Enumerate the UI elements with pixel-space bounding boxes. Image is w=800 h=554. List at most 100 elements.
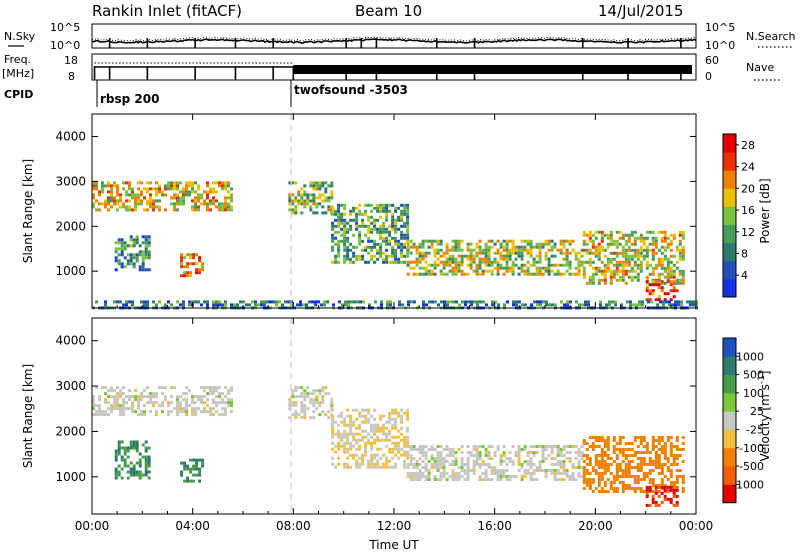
echo-cell: [663, 281, 667, 285]
echo-cell: [415, 475, 419, 478]
echo-cell: [451, 451, 455, 454]
echo-cell: [385, 248, 389, 252]
echo-cell: [657, 272, 661, 276]
echo-cell: [588, 278, 592, 282]
echo-cell: [672, 454, 676, 457]
echo-cell: [496, 448, 500, 451]
echo-cell: [206, 208, 209, 212]
echo-cell: [467, 300, 470, 304]
echo-cell: [630, 269, 634, 273]
echo-cell: [597, 269, 601, 273]
echo-cell: [370, 456, 374, 460]
echo-cell: [406, 408, 410, 412]
echo-cell: [603, 263, 607, 267]
echo-cell: [385, 218, 389, 222]
echo-cell: [138, 244, 142, 248]
echo-cell: [427, 272, 431, 276]
echo-cell: [657, 439, 661, 442]
echo-cell: [606, 233, 610, 237]
echo-cell: [343, 254, 347, 258]
echo-cell: [559, 463, 563, 466]
echo-cell: [349, 465, 353, 469]
echo-cell: [224, 303, 227, 307]
echo-cell: [585, 248, 589, 252]
echo-cell: [173, 187, 176, 191]
echo-cell: [424, 454, 428, 457]
echo-cell: [391, 212, 395, 216]
echo-cell: [457, 239, 461, 243]
echo-cell: [630, 230, 634, 234]
echo-cell: [505, 257, 509, 261]
echo-cell: [331, 236, 335, 240]
echo-cell: [155, 181, 158, 185]
echo-cell: [648, 242, 652, 246]
echo-cell: [370, 203, 374, 207]
echo-cell: [185, 410, 188, 414]
echo-cell: [364, 224, 368, 228]
echo-cell: [227, 190, 230, 194]
echo-cell: [294, 181, 298, 185]
echo-cell: [433, 266, 437, 270]
echo-cell: [654, 239, 658, 243]
echo-cell: [430, 466, 434, 469]
echo-cell: [146, 395, 149, 399]
echo-cell: [192, 467, 196, 471]
echo-cell: [122, 303, 125, 307]
echo-cell: [436, 251, 440, 255]
echo-cell: [197, 407, 200, 411]
echo-cell: [367, 251, 371, 255]
echo-cell: [603, 254, 607, 258]
echo-cell: [600, 472, 604, 475]
echo-cell: [568, 242, 572, 246]
echo-cell: [559, 460, 563, 463]
echo-cell: [180, 461, 184, 465]
echo-cell: [379, 233, 383, 237]
echo-cell: [173, 386, 176, 390]
echo-cell: [343, 242, 347, 246]
echo-cell: [672, 463, 676, 466]
echo-cell: [128, 300, 131, 304]
echo-cell: [406, 435, 410, 439]
echo-cell: [361, 218, 365, 222]
echo-cell: [645, 488, 649, 492]
echo-cell: [612, 460, 616, 463]
echo-cell: [135, 446, 139, 450]
echo-cell: [358, 462, 362, 466]
echo-cell: [291, 193, 295, 197]
nsky-tick-bottom: 10^0: [50, 39, 80, 52]
echo-cell: [582, 266, 586, 270]
echo-cell: [397, 242, 401, 246]
echo-cell: [556, 248, 560, 252]
echo-cell: [535, 469, 539, 472]
echo-cell: [642, 257, 646, 261]
echo-cell: [421, 445, 425, 448]
echo-cell: [355, 441, 359, 445]
echo-cell: [321, 199, 325, 203]
echo-cell: [666, 488, 670, 492]
echo-cell: [409, 260, 413, 264]
echo-cell: [221, 407, 224, 411]
echo-cell: [158, 190, 161, 194]
echo-cell: [430, 272, 434, 276]
echo-cell: [183, 271, 187, 275]
echo-cell: [179, 401, 182, 405]
echo-cell: [391, 447, 395, 451]
echo-cell: [403, 462, 407, 466]
echo-cell: [346, 236, 350, 240]
echo-cell: [660, 236, 664, 240]
echo-cell: [523, 445, 527, 448]
echo-cell: [116, 199, 119, 203]
echo-cell: [349, 423, 353, 427]
echo-cell: [212, 300, 215, 304]
echo-cell: [418, 251, 422, 255]
echo-cell: [391, 423, 395, 427]
echo-cell: [186, 265, 190, 269]
echo-cell: [191, 187, 194, 191]
echo-cell: [493, 451, 497, 454]
echo-cell: [502, 469, 506, 472]
echo-cell: [433, 239, 437, 243]
echo-cell: [505, 248, 509, 252]
echo-cell: [672, 487, 676, 490]
echo-cell: [457, 269, 461, 273]
echo-cell: [466, 457, 470, 460]
